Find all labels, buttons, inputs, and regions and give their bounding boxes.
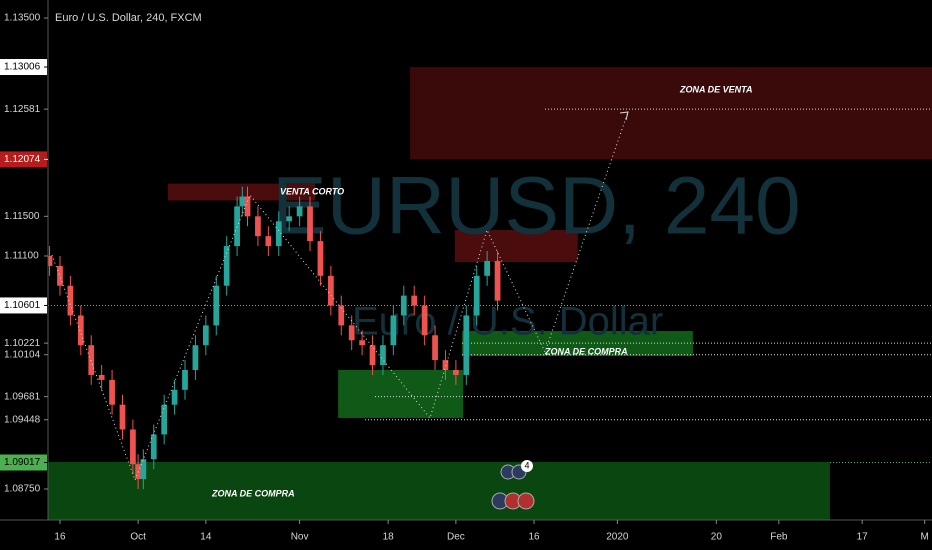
x-tick-label: Feb [770,532,788,543]
candle-body [307,206,313,242]
y-tick-label: 1.10104 [4,349,41,360]
y-tick-label: 1.11500 [4,211,40,222]
watermark-sub: Euro / U.S. Dollar [352,300,663,344]
candle-body [275,221,282,247]
candle-body [150,434,157,460]
x-tick-label: 16 [528,532,540,543]
candle-body [255,216,261,237]
x-tick-label: 20 [711,532,723,543]
candle-body [400,295,407,316]
price-level-label: 1.09017 [4,457,41,468]
price-level-box [0,151,47,168]
candle-body [421,305,428,336]
y-tick-label: 1.10221 [4,338,41,349]
arrow-head [619,111,629,121]
zone-label: VENTA CORTO [280,186,344,196]
candle-body [411,295,418,306]
candle-body [213,285,220,326]
candle-body [244,196,251,217]
price-level-label: 1.10601 [4,300,41,311]
candle-body [317,241,324,276]
axes: 1.13500 1.12581 1.11500 1.11100 1.102211.101… [0,13,929,543]
candle-body [473,275,480,316]
candle-body [234,206,240,247]
zone [167,183,316,201]
candle-body [239,196,246,207]
candle-body [161,404,168,435]
event-icons: 4 [491,460,535,510]
y-tick-label: 1.11100 [4,251,39,262]
price-level-label: 1.12074 [4,154,41,165]
candle-body [463,315,470,375]
x-tick-label: Nov [291,532,309,543]
candle-body [171,389,178,405]
candle-body [48,255,53,266]
candle-body [494,260,501,301]
y-tick-label: 1.08750 [4,484,41,495]
event-badge-count: 4 [524,460,529,470]
candle-body [192,345,199,370]
candle-body [442,360,449,370]
event-icon[interactable] [517,492,535,510]
zone-label: ZONA DE COMPRA [544,346,628,356]
candle-body [98,374,105,380]
price-level-box [0,297,47,314]
y-tick-label: 1.12581 [4,104,41,115]
candle-body [390,315,397,346]
candle-body [57,265,63,286]
candle-body [119,404,126,430]
candle-body [348,325,355,341]
x-tick-label: Dec [447,532,465,543]
candle-body [369,345,376,366]
price-level-box [0,454,47,471]
candle-body [296,206,303,217]
candle-body [380,345,386,366]
y-tick-label: 1.13500 [4,13,41,24]
zone [410,67,932,160]
candle-body [265,236,272,247]
candle-body [286,216,293,222]
candle-body [223,246,230,286]
zone [338,369,464,418]
time-axis [0,520,932,550]
x-tick-label: 2020 [606,532,629,543]
zone-label: ZONA DE VENTA [679,84,753,94]
candle-body [202,325,209,346]
candle-body [77,315,84,346]
candle-body [327,275,334,306]
event-badge[interactable] [521,460,533,472]
zone-label: ZONA DE COMPRA [211,488,295,498]
zone [454,230,578,263]
candle-body [453,369,459,375]
x-tick-label: 17 [857,532,869,543]
price-axis [0,0,48,520]
candle-body [109,379,115,405]
y-tick-label: 1.09448 [4,414,41,425]
candle-body [130,429,136,465]
zones [48,67,932,520]
y-tick-label: 1.09681 [4,391,41,402]
candle-body [182,369,188,390]
x-tick-label: 16 [54,532,66,543]
price-level-box [0,59,47,76]
candle-body [140,459,147,480]
x-tick-label: 14 [200,532,212,543]
symbol-header: Euro / U.S. Dollar, 240, FXCM [55,12,202,24]
candle-body [359,340,365,346]
zone [48,462,830,520]
x-tick-label: 18 [383,532,395,543]
level-lines [48,108,932,463]
candle-body [67,285,74,316]
x-tick-label: M [921,532,929,543]
candle-body [484,260,490,276]
watermark: EURUSD, 240 [272,161,801,252]
price-level-label: 1.13006 [4,62,41,73]
candle-body [338,305,345,326]
candle-body [432,335,438,361]
x-tick-label: Oct [130,532,146,543]
